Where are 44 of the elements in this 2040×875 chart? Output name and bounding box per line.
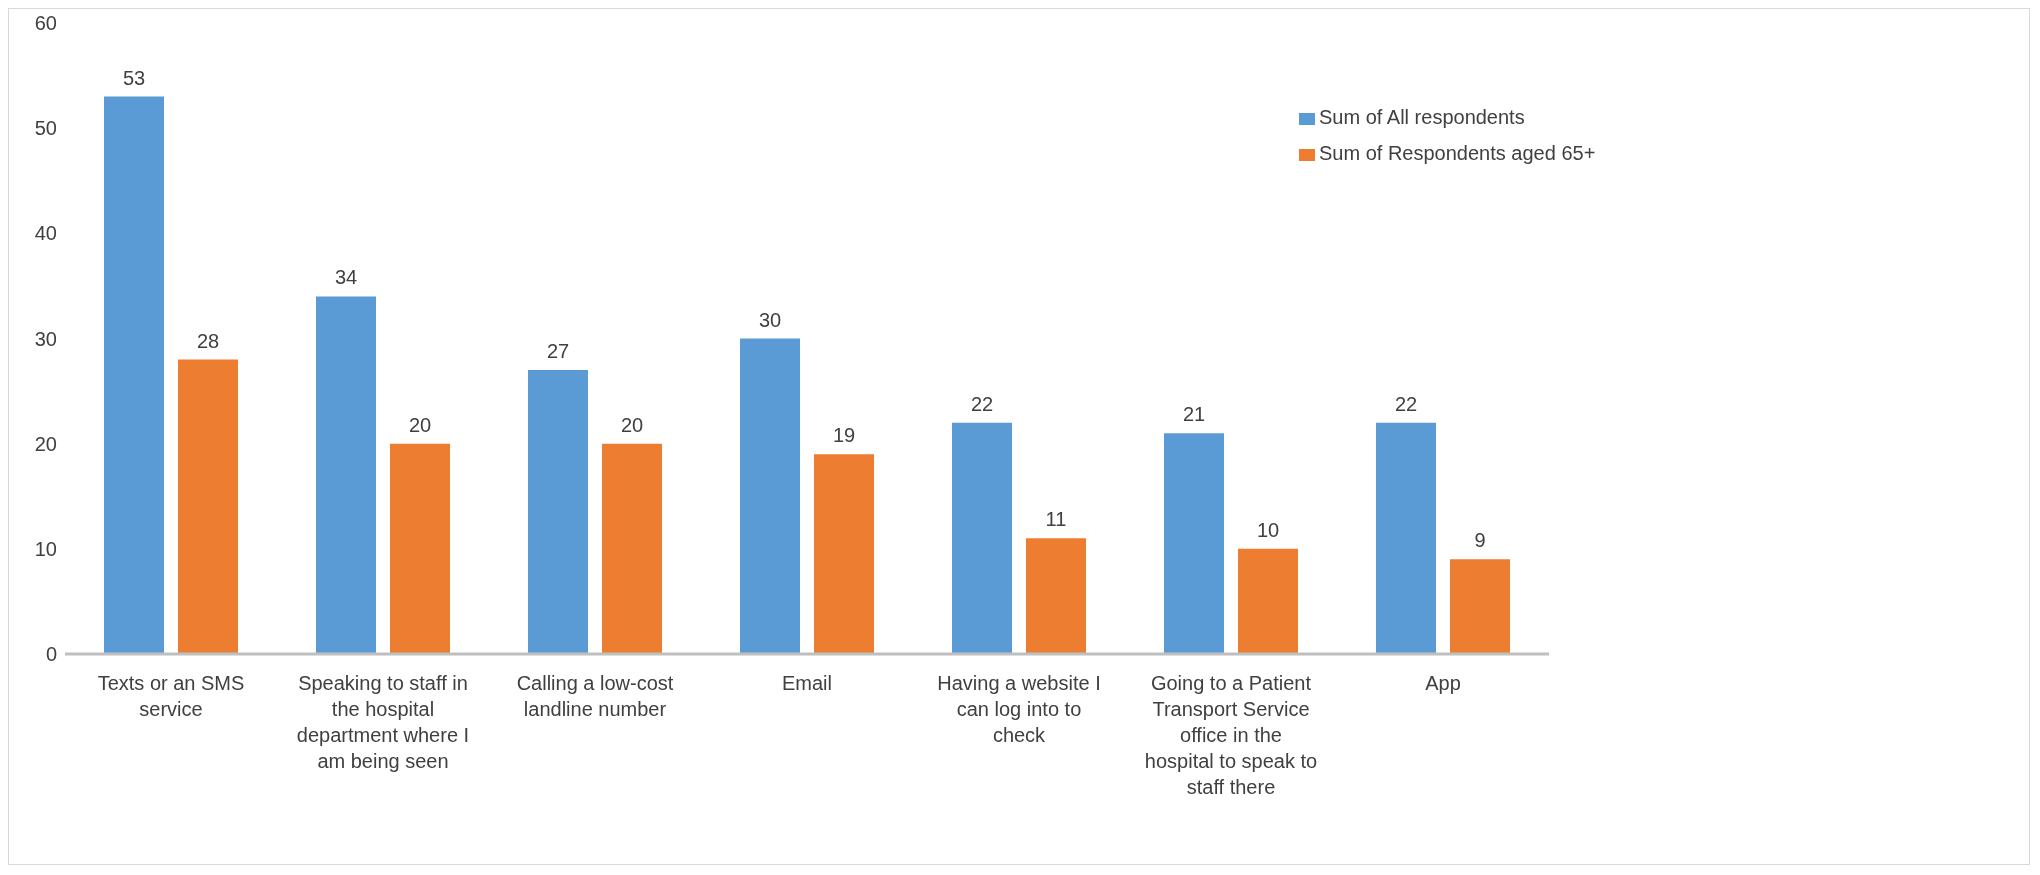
bar — [1376, 422, 1436, 654]
bar — [1164, 433, 1224, 654]
data-label: 22 — [1394, 392, 1418, 415]
data-label: 53 — [122, 66, 146, 89]
x-tick-label: Texts or an SMS service — [97, 672, 245, 720]
bar — [1238, 548, 1298, 654]
data-label: 34 — [334, 266, 358, 289]
bar — [316, 296, 376, 654]
x-tick-label: Calling a low-cost landline number — [516, 672, 674, 720]
y-tick-label: 20 — [34, 432, 57, 455]
bar — [178, 359, 238, 654]
data-label: 30 — [758, 308, 782, 331]
data-label: 28 — [196, 329, 220, 352]
data-label: 21 — [1182, 403, 1206, 426]
data-label: 20 — [620, 413, 644, 436]
bar — [602, 443, 662, 654]
data-label: 11 — [1045, 508, 1067, 531]
y-tick-label: 60 — [34, 12, 57, 35]
legend-label: Sum of All respondents — [1319, 106, 1525, 128]
y-tick-label: 30 — [34, 327, 57, 350]
data-label: 20 — [408, 413, 432, 436]
bar — [104, 96, 164, 654]
data-label: 27 — [546, 340, 570, 363]
data-label: 9 — [1474, 529, 1486, 552]
bar — [390, 443, 450, 654]
data-label: 22 — [970, 392, 994, 415]
y-tick-label: 10 — [34, 537, 57, 560]
bar — [1026, 538, 1086, 654]
x-tick-label: App — [1425, 672, 1461, 694]
x-tick-label: Email — [781, 672, 833, 694]
x-tick-label: Speaking to staff in the hospital department where I am being seen — [296, 672, 470, 772]
bar — [814, 454, 874, 654]
bar — [528, 370, 588, 654]
bar — [1450, 559, 1510, 654]
bar — [952, 422, 1012, 654]
bar — [740, 338, 800, 654]
y-tick-label: 40 — [34, 222, 57, 245]
x-tick-label: Having a website I can log into to check — [937, 672, 1101, 746]
y-tick-label: 0 — [45, 643, 57, 666]
x-tick-label: Going to a Patient Transport Service office in the hospital to speak to staff there — [1144, 672, 1318, 798]
data-label: 19 — [832, 424, 856, 447]
data-label: 10 — [1256, 518, 1280, 541]
y-tick-label: 50 — [34, 117, 57, 140]
legend-label: Sum of Respondents aged 65+ — [1319, 142, 1596, 164]
